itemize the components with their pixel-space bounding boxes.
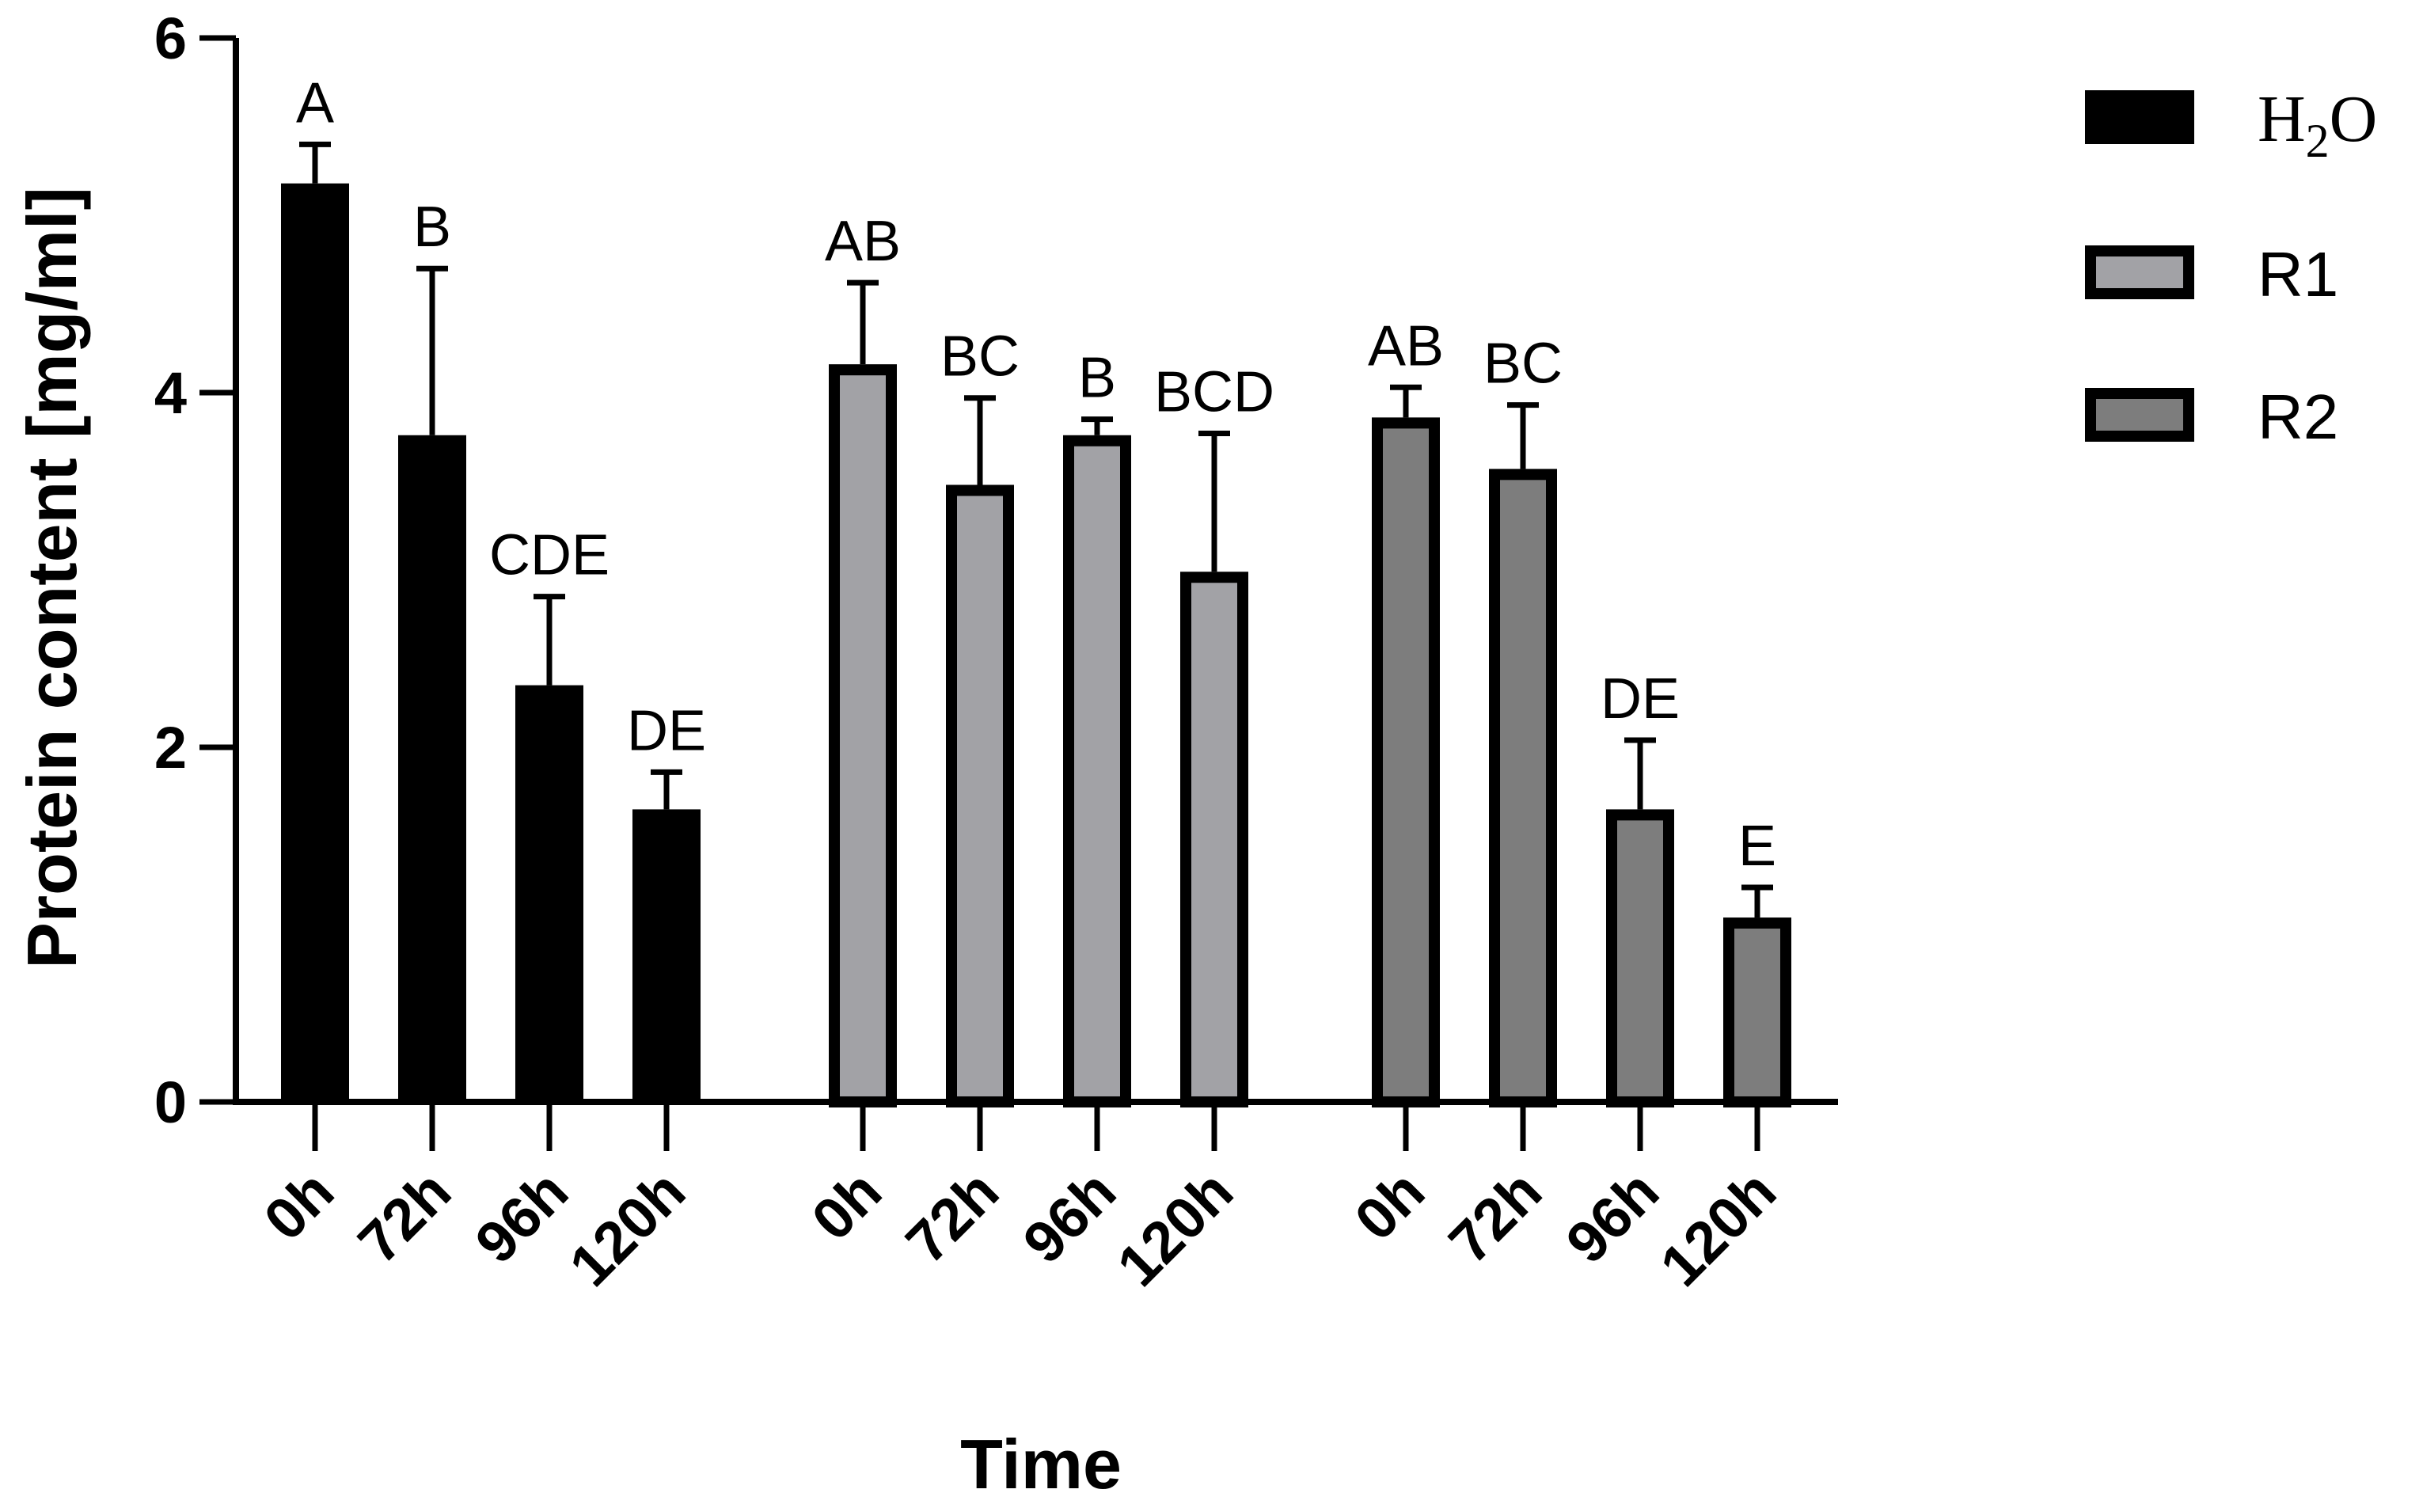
- x-tick-label: 0h: [252, 1158, 347, 1253]
- significance-label: DE: [1601, 667, 1680, 731]
- x-tick-label: 72h: [345, 1158, 463, 1276]
- legend-label: R1: [2258, 239, 2338, 310]
- significance-label: CDE: [489, 524, 610, 587]
- bar: [1723, 917, 1791, 1108]
- bar: [1063, 435, 1131, 1107]
- y-tick-label: 6: [154, 6, 187, 71]
- bar: [281, 183, 349, 1103]
- x-tick-label: 120h: [1647, 1158, 1788, 1299]
- bar: [515, 685, 583, 1102]
- bar: [829, 364, 897, 1108]
- x-tick-label: 0h: [1343, 1158, 1437, 1253]
- x-tick-label: 120h: [556, 1158, 697, 1299]
- legend-swatch: [2085, 90, 2194, 144]
- x-tick-label: 0h: [799, 1158, 894, 1253]
- y-axis-title: Protein content [mg/ml]: [13, 187, 91, 969]
- bar: [398, 435, 466, 1102]
- legend: H2O R1 R2: [2085, 82, 2377, 452]
- significance-label: E: [1738, 815, 1776, 878]
- significance-label: BC: [940, 325, 1020, 389]
- significance-label: DE: [627, 699, 706, 762]
- significance-label: A: [296, 71, 334, 135]
- x-axis-title: Time: [960, 1425, 1122, 1503]
- bar: [632, 809, 701, 1102]
- significance-label: AB: [1368, 314, 1444, 378]
- significance-label: B: [413, 196, 451, 259]
- bar: [1606, 809, 1674, 1108]
- bar: [1372, 417, 1440, 1107]
- legend-label-main: H: [2258, 82, 2306, 156]
- legend-swatch: [2085, 245, 2194, 299]
- y-tick-label: 0: [154, 1069, 187, 1135]
- legend-label-subscript: 2: [2306, 115, 2330, 167]
- bar: [1489, 469, 1557, 1107]
- bar: [1180, 572, 1248, 1107]
- significance-label: AB: [825, 210, 901, 273]
- legend-swatch: [2085, 388, 2194, 442]
- legend-label: R2: [2258, 382, 2338, 452]
- legend-label-tail: O: [2330, 82, 2378, 156]
- significance-label: BCD: [1154, 361, 1274, 424]
- y-tick-label: 4: [154, 360, 187, 426]
- x-tick-label: 120h: [1104, 1158, 1245, 1299]
- significance-label: B: [1078, 347, 1116, 410]
- significance-label: BC: [1483, 332, 1563, 396]
- x-tick-label: 72h: [893, 1158, 1011, 1276]
- legend-label: H2O: [2258, 82, 2377, 167]
- y-tick-label: 2: [154, 715, 187, 781]
- bar: [946, 484, 1014, 1107]
- x-tick-label: 72h: [1436, 1158, 1554, 1276]
